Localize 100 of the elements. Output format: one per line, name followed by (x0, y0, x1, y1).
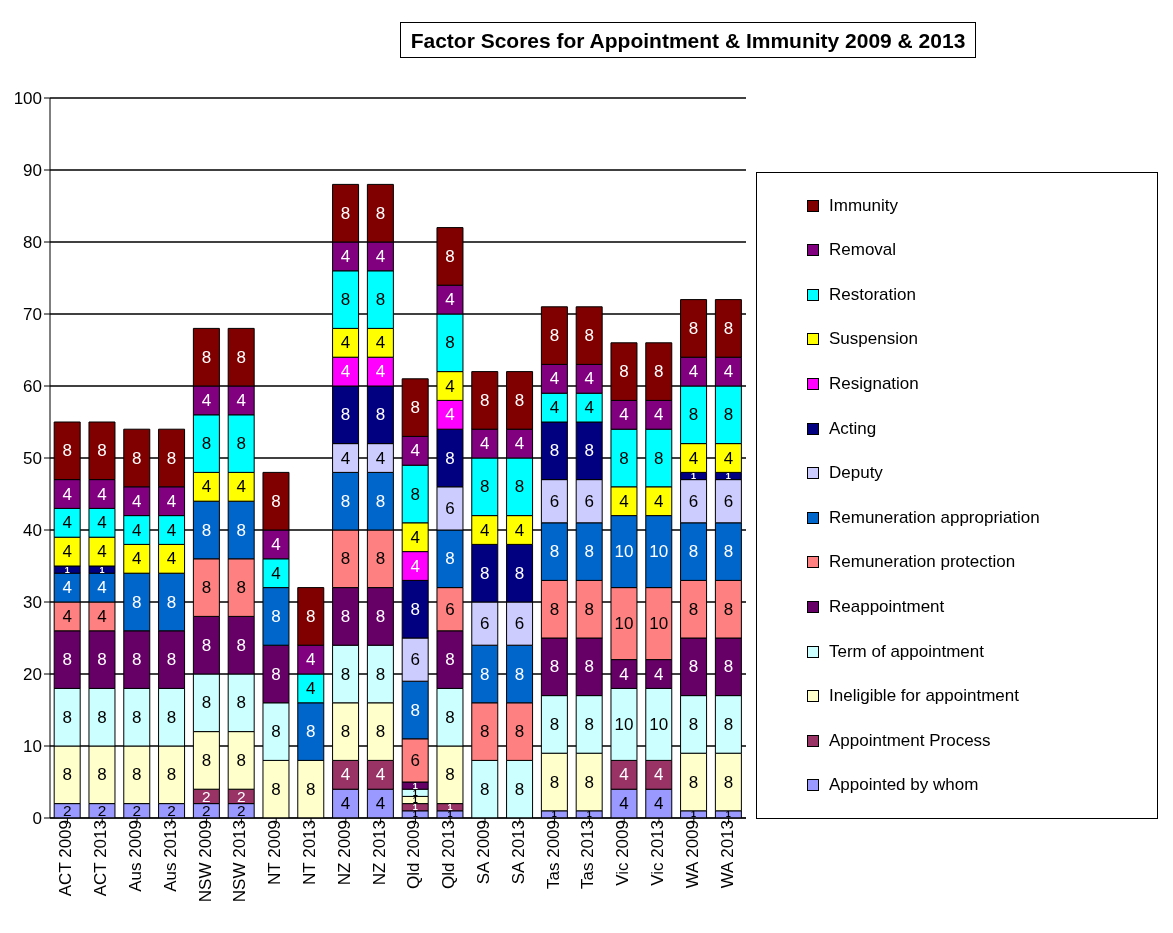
data-label: 4 (97, 578, 107, 598)
data-label: 8 (375, 203, 386, 223)
x-tick-label: NZ 2013 (369, 820, 389, 886)
data-label: 4 (549, 398, 560, 418)
data-label: 8 (654, 448, 664, 468)
y-tick-label: 20 (23, 665, 42, 685)
y-tick-label: 50 (23, 449, 42, 469)
data-label: 8 (375, 290, 386, 310)
data-label: 8 (688, 599, 699, 619)
data-label: 8 (375, 491, 386, 511)
legend-label: Remuneration protection (829, 552, 1016, 573)
data-label: 8 (480, 722, 490, 742)
data-label: 4 (201, 477, 212, 497)
data-label: 8 (97, 765, 107, 785)
data-label: 4 (166, 520, 177, 540)
data-label: 4 (410, 441, 420, 461)
x-tick-label: NZ 2009 (334, 820, 354, 886)
data-label: 8 (166, 765, 177, 785)
legend-label: Remuneration appropriation (829, 507, 1040, 528)
data-label: 8 (306, 606, 316, 626)
data-label: 4 (340, 448, 351, 468)
data-label: 8 (688, 657, 699, 677)
y-tick-label: 60 (23, 377, 42, 397)
data-label: 8 (723, 657, 734, 677)
data-label: 8 (132, 650, 142, 670)
data-label: 4 (62, 578, 72, 598)
data-label: 8 (514, 722, 525, 742)
data-label: 2 (62, 802, 72, 820)
data-label: 4 (514, 520, 525, 540)
x-tick-label: SA 2013 (508, 820, 528, 885)
data-label: 4 (306, 650, 316, 670)
data-label: 4 (340, 794, 351, 814)
data-label: 4 (619, 765, 629, 785)
data-label: 8 (340, 549, 351, 569)
data-label: 4 (584, 369, 594, 389)
data-label: 4 (62, 513, 72, 533)
data-label: 6 (410, 650, 420, 670)
data-label: 8 (201, 635, 212, 655)
data-label: 8 (236, 578, 246, 598)
data-label: 4 (306, 678, 316, 698)
data-label: 4 (236, 390, 246, 410)
data-label: 8 (236, 635, 246, 655)
data-label: 8 (271, 491, 281, 511)
x-tick-label: Aus 2013 (160, 820, 180, 892)
data-label: 1 (586, 809, 592, 820)
data-label: 8 (445, 246, 455, 266)
x-tick-label: Aus 2009 (126, 820, 146, 892)
x-tick-label: SA 2009 (474, 820, 494, 885)
data-label: 6 (723, 491, 734, 511)
y-tick-label: 100 (13, 89, 42, 109)
legend-label: Restoration (829, 284, 916, 305)
data-label: 6 (688, 491, 699, 511)
data-label: 4 (619, 664, 629, 684)
data-label: 8 (584, 326, 594, 346)
data-label: 4 (236, 477, 246, 497)
data-label: 8 (514, 477, 525, 497)
data-label: 8 (549, 657, 560, 677)
data-label: 4 (201, 390, 212, 410)
data-label: 8 (514, 390, 525, 410)
data-label: 8 (97, 441, 107, 461)
x-tick-label: WA 2009 (682, 820, 702, 889)
y-tick-label: 40 (23, 521, 42, 541)
data-label: 8 (375, 722, 386, 742)
chart-title: Factor Scores for Appointment & Immunity 2009 & 2013 (399, 22, 977, 58)
data-label: 4 (132, 549, 142, 569)
data-label: 8 (723, 542, 734, 562)
data-label: 8 (132, 448, 142, 468)
data-label: 8 (236, 347, 246, 367)
data-label: 4 (723, 448, 734, 468)
x-tick-label: Tas 2013 (578, 820, 598, 889)
x-tick-label: Tas 2009 (543, 820, 563, 889)
data-label: 4 (271, 563, 281, 583)
data-label: 8 (97, 650, 107, 670)
x-tick-label: ACT 2013 (91, 820, 111, 897)
data-label: 2 (236, 802, 246, 820)
data-label: 8 (584, 772, 594, 792)
x-tick-label: NSW 2013 (230, 820, 250, 903)
data-label: 8 (375, 664, 386, 684)
x-tick-label: Vic 2009 (613, 820, 633, 886)
data-label: 2 (202, 802, 211, 820)
data-label: 4 (132, 520, 142, 540)
data-label: 4 (654, 491, 664, 511)
x-tick-label: NT 2009 (265, 820, 285, 885)
data-label: 8 (340, 722, 351, 742)
data-label: 2 (132, 802, 142, 820)
data-label: 8 (236, 434, 246, 454)
data-label: 4 (132, 491, 142, 511)
data-label: 6 (480, 614, 490, 634)
data-label: 6 (445, 599, 455, 619)
data-label: 8 (445, 765, 455, 785)
data-label: 4 (97, 484, 107, 504)
data-label: 6 (445, 498, 455, 518)
x-tick-label: Vic 2013 (648, 820, 668, 886)
data-label: 8 (97, 707, 107, 727)
data-label: 8 (549, 326, 560, 346)
y-tick-label: 90 (23, 161, 42, 181)
data-label: 8 (306, 722, 316, 742)
y-tick-label: 70 (23, 305, 42, 325)
data-label: 8 (236, 520, 246, 540)
legend-label: Reappointment (829, 596, 945, 617)
